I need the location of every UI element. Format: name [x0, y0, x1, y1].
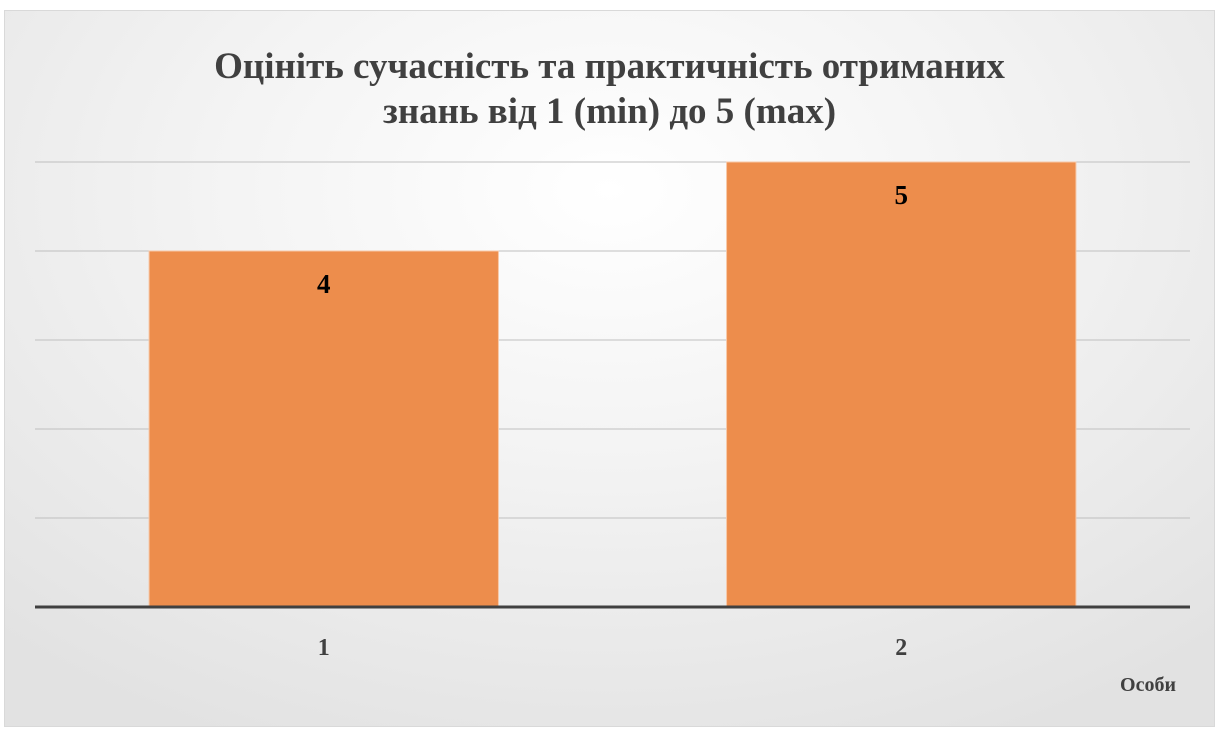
x-tick-label: 2	[895, 635, 907, 661]
data-label: 5	[895, 180, 909, 210]
chart-title: Оцініть сучасність та практичність отрим…	[0, 44, 1219, 134]
bar	[148, 250, 499, 608]
chart-title-line-2: знань від 1 (min) до 5 (max)	[382, 91, 837, 132]
x-axis-title: Особи	[1120, 674, 1176, 696]
bar	[726, 161, 1077, 608]
chart-title-line-1: Оцініть сучасність та практичність отрим…	[214, 46, 1005, 87]
x-tick-label: 1	[318, 635, 330, 661]
data-label: 4	[317, 269, 331, 299]
